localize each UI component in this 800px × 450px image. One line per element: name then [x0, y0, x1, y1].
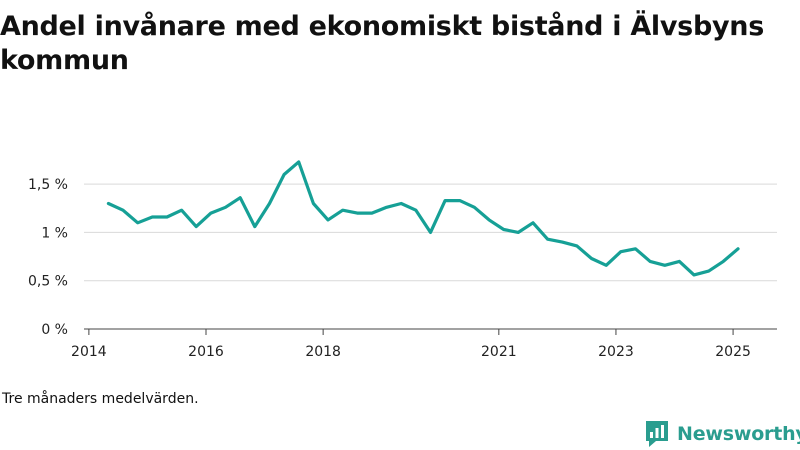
chart-title: Andel invånare med ekonomiskt bistånd i …: [0, 11, 764, 76]
y-tick-label: 0 %: [41, 322, 68, 338]
x-axis-ticks: 2014 2016 2018 2021 2023 2025: [71, 329, 751, 360]
footnote: Tre månaders medelvärden.: [2, 391, 199, 407]
y-axis-ticks: 0 % 0,5 % 1 % 1,5 %: [28, 177, 68, 338]
line-chart: 0 % 0,5 % 1 % 1,5 % 2014 2016 2018 2021 2023 202…: [28, 160, 777, 360]
brand-name: Newsworthy: [677, 423, 800, 445]
x-tick-label: 2025: [715, 344, 751, 360]
x-tick-label: 2021: [481, 344, 517, 360]
y-tick-label: 1,5 %: [28, 177, 68, 193]
newsworthy-logo-icon: [646, 421, 668, 447]
x-tick-label: 2023: [598, 344, 634, 360]
y-tick-label: 1 %: [41, 225, 68, 241]
x-tick-label: 2016: [188, 344, 224, 360]
x-tick-label: 2014: [71, 344, 107, 360]
newsworthy-brand[interactable]: Newsworthy: [644, 419, 800, 449]
x-tick-label: 2018: [305, 344, 341, 360]
series-line: [106, 160, 740, 277]
y-tick-label: 0,5 %: [28, 274, 68, 290]
